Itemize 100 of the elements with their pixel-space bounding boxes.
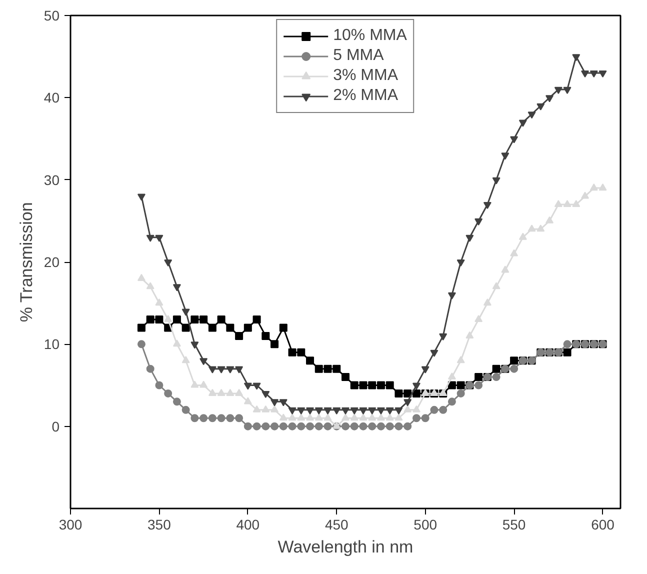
- y-tick-label: 10: [44, 336, 60, 352]
- point: [510, 249, 518, 256]
- point: [546, 95, 554, 102]
- x-tick-label: 350: [148, 516, 172, 532]
- legend-label: 2% MMA: [333, 87, 398, 105]
- point: [164, 259, 172, 267]
- point: [200, 316, 208, 324]
- point: [244, 382, 252, 390]
- point: [518, 120, 527, 127]
- point: [172, 316, 181, 324]
- point: [456, 259, 465, 267]
- point: [492, 364, 500, 373]
- point: [270, 399, 279, 406]
- y-tick-label: 0: [52, 418, 60, 434]
- point: [474, 218, 483, 226]
- point: [288, 422, 296, 430]
- point: [510, 364, 518, 373]
- point: [598, 70, 607, 78]
- point: [208, 366, 216, 374]
- point: [226, 366, 234, 374]
- point: [182, 308, 190, 316]
- point: [376, 414, 385, 421]
- point: [262, 405, 270, 412]
- point: [226, 388, 234, 396]
- point: [146, 282, 154, 290]
- point: [536, 224, 545, 232]
- point: [172, 340, 181, 347]
- point: [262, 332, 270, 340]
- point: [554, 200, 562, 208]
- point: [270, 422, 279, 430]
- point: [297, 414, 306, 421]
- point: [501, 266, 510, 273]
- point: [146, 316, 154, 324]
- point: [182, 356, 190, 364]
- point: [146, 234, 154, 242]
- point: [404, 389, 412, 398]
- x-tick-label: 550: [502, 516, 526, 532]
- point: [483, 202, 492, 210]
- point: [208, 414, 216, 422]
- x-tick-label: 450: [324, 516, 349, 532]
- point: [279, 414, 288, 421]
- point: [528, 112, 536, 119]
- point: [306, 407, 314, 414]
- point: [376, 422, 385, 430]
- point: [190, 414, 199, 422]
- point: [554, 86, 562, 94]
- point: [217, 388, 226, 396]
- point: [288, 414, 296, 421]
- point: [404, 399, 412, 406]
- point: [217, 414, 226, 422]
- point: [501, 152, 510, 160]
- point: [394, 407, 403, 414]
- point: [448, 398, 456, 406]
- point: [155, 298, 164, 306]
- point: [172, 284, 181, 292]
- point: [190, 316, 199, 324]
- y-tick-label: 40: [44, 90, 60, 106]
- point: [412, 389, 420, 398]
- x-tick-label: 500: [414, 516, 438, 532]
- point: [368, 414, 376, 421]
- point: [190, 342, 199, 349]
- point: [359, 414, 368, 421]
- point: [314, 414, 323, 421]
- point: [376, 407, 385, 414]
- point: [412, 382, 420, 390]
- point: [590, 70, 598, 78]
- point: [394, 414, 403, 421]
- point: [190, 380, 199, 388]
- y-tick-label: 20: [44, 254, 60, 270]
- point: [536, 103, 545, 110]
- point: [581, 192, 590, 199]
- y-tick-label: 30: [44, 172, 60, 188]
- point: [368, 422, 376, 430]
- point: [528, 224, 536, 232]
- point: [404, 422, 412, 430]
- point: [466, 331, 474, 338]
- point: [244, 324, 252, 332]
- point: [546, 216, 554, 224]
- point: [306, 356, 314, 365]
- point: [448, 381, 456, 390]
- point: [252, 382, 261, 390]
- point: [182, 406, 190, 414]
- point: [270, 405, 279, 412]
- point: [182, 324, 190, 332]
- legend-label: 3% MMA: [333, 67, 398, 85]
- x-axis-title: Wavelength in nm: [278, 538, 414, 556]
- point: [492, 177, 500, 184]
- point: [262, 422, 270, 430]
- legend-label: 5 MMA: [333, 47, 384, 65]
- point: [208, 324, 216, 332]
- point: [439, 333, 448, 340]
- x-tick-label: 300: [58, 516, 82, 532]
- point: [235, 388, 244, 396]
- point: [137, 340, 146, 348]
- point: [439, 406, 448, 414]
- point: [430, 406, 438, 414]
- point: [235, 366, 244, 374]
- point: [492, 373, 500, 382]
- point: [314, 422, 323, 430]
- point: [252, 422, 261, 430]
